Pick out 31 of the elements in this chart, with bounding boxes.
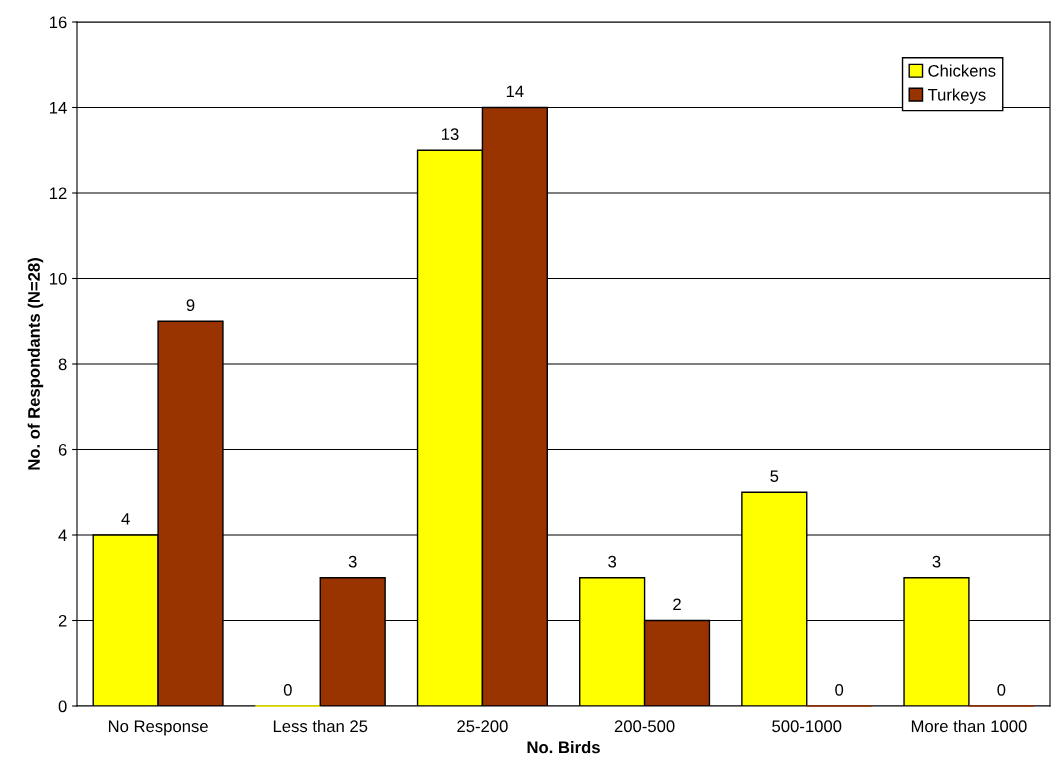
data-label: 3 (932, 555, 941, 568)
legend-label: Turkeys (927, 88, 986, 104)
y-axis-title: No. of Respondants (N=28) (27, 258, 44, 470)
x-tick-label: More than 1000 (911, 719, 1027, 733)
data-label: 0 (835, 683, 844, 696)
y-tick-label: 14 (50, 102, 67, 114)
data-label: 2 (673, 598, 681, 611)
data-label: 14 (506, 85, 524, 98)
data-label: 5 (770, 470, 779, 483)
data-label: 0 (997, 683, 1006, 696)
data-label: 9 (186, 299, 195, 312)
x-tick-label: 500-1000 (772, 720, 842, 733)
x-tick-label: Less than 25 (273, 719, 368, 733)
y-tick-label: 8 (58, 358, 67, 371)
data-label: 0 (283, 683, 292, 696)
y-tick-label: 6 (58, 443, 67, 456)
y-tick-label: 0 (58, 700, 67, 713)
y-tick-label: 16 (50, 16, 67, 29)
data-label: 4 (121, 513, 130, 525)
y-tick-label: 4 (58, 529, 67, 542)
x-tick-label: No Response (108, 720, 208, 736)
data-label: 3 (348, 555, 357, 568)
y-tick-label: 2 (58, 614, 67, 627)
x-tick-label: 200-500 (614, 720, 675, 733)
legend-label: Chickens (928, 64, 996, 77)
y-tick-label: 10 (50, 272, 67, 285)
x-axis-title: No. Birds (527, 740, 600, 754)
data-label: 13 (441, 128, 459, 141)
x-tick-label: 25-200 (457, 720, 508, 733)
data-label: 3 (608, 555, 617, 568)
y-tick-label: 12 (50, 187, 67, 200)
